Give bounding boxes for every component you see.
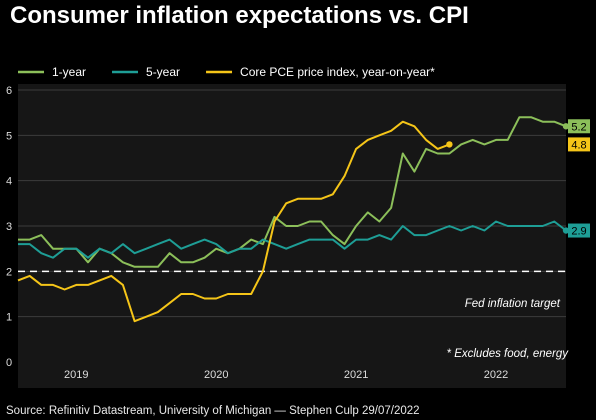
x-tick-label: 2021 bbox=[344, 369, 368, 381]
legend-item: 5-year bbox=[112, 65, 180, 79]
y-tick-label: 5 bbox=[6, 130, 12, 142]
end-label-text: 4.8 bbox=[571, 139, 586, 151]
series-end-dot bbox=[562, 227, 570, 234]
y-tick-label: 1 bbox=[6, 312, 12, 324]
end-label-box bbox=[568, 137, 590, 152]
series-line-3 bbox=[17, 120, 450, 323]
series-line-2 bbox=[18, 220, 567, 259]
end-label-text: 2.9 bbox=[571, 226, 586, 238]
y-tick-label: 3 bbox=[6, 221, 12, 233]
source-note: Source: Refinitiv Datastream, University… bbox=[6, 405, 420, 417]
end-label-box bbox=[568, 119, 590, 134]
legend-label: 1-year bbox=[52, 65, 86, 79]
x-tick-label: 2020 bbox=[204, 369, 228, 381]
end-label-text: 5.2 bbox=[571, 121, 586, 133]
series-end-dot bbox=[446, 141, 453, 148]
fed-target-label: Fed inflation target bbox=[465, 298, 561, 310]
y-tick-label: 2 bbox=[6, 266, 12, 278]
end-label-box bbox=[568, 223, 590, 238]
legend-item: Core PCE price index, year-on-year* bbox=[206, 65, 435, 79]
y-tick-label: 6 bbox=[6, 85, 12, 97]
legend-label: Core PCE price index, year-on-year* bbox=[240, 65, 435, 79]
legend-label: 5-year bbox=[146, 65, 180, 79]
chart-title: Consumer inflation expectations vs. CPI bbox=[10, 2, 469, 29]
plot-area bbox=[18, 84, 566, 388]
x-tick-label: 2022 bbox=[484, 369, 508, 381]
series-end-dot bbox=[562, 123, 570, 130]
series-end-label: 4.8 bbox=[568, 137, 590, 152]
y-tick-label: 4 bbox=[6, 176, 12, 188]
footnote-annotation: * Excludes food, energy bbox=[447, 348, 570, 360]
legend-item: 1-year bbox=[18, 65, 86, 79]
x-tick-label: 2019 bbox=[64, 369, 88, 381]
series-end-label: 2.9 bbox=[568, 223, 590, 238]
series-end-label: 5.2 bbox=[568, 119, 590, 134]
y-tick-label: 0 bbox=[6, 357, 12, 369]
